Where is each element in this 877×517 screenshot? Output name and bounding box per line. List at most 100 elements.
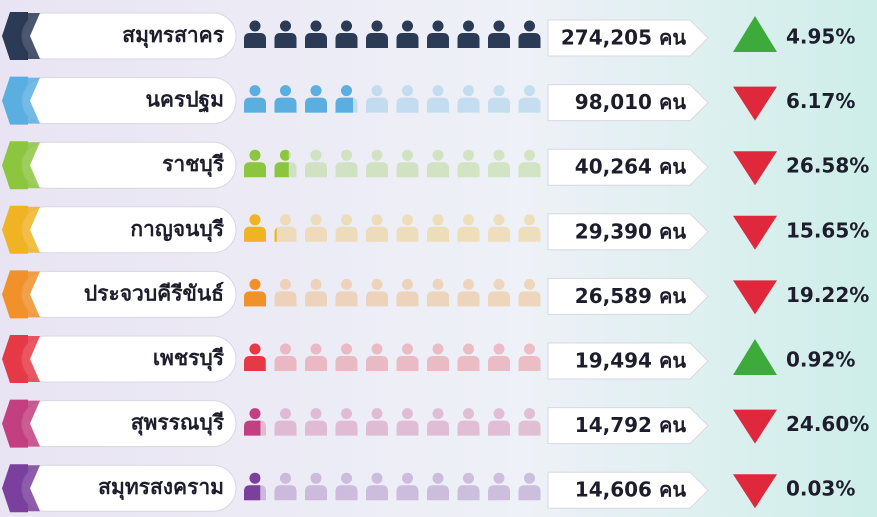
icon-head — [310, 472, 322, 484]
icon-head — [524, 214, 535, 226]
icon-head — [280, 85, 291, 97]
province-name: สุพรรณบุรี — [131, 411, 225, 437]
icon-head — [463, 149, 474, 161]
icon-body — [396, 97, 419, 113]
icon-head — [524, 149, 535, 161]
arrow-up — [733, 339, 777, 375]
row-tab-inner — [16, 465, 40, 512]
icon-head — [341, 343, 352, 355]
icon-body — [427, 356, 449, 371]
arrow-down — [733, 151, 777, 186]
icon-body — [396, 33, 419, 48]
icon-head — [371, 472, 383, 484]
value-pill — [547, 213, 709, 251]
icon-head — [493, 85, 505, 97]
icon-head — [371, 214, 383, 226]
icon-head — [310, 85, 322, 97]
row-tab-inner — [16, 206, 40, 253]
icon-body — [366, 97, 388, 113]
icon-head — [402, 20, 413, 32]
province-name: นครปฐม — [146, 88, 224, 114]
icon-head — [249, 408, 261, 420]
icon-body — [427, 97, 449, 113]
icon-head — [341, 472, 352, 484]
arrow-down — [733, 215, 777, 250]
icon-fill — [244, 149, 289, 178]
icon-body — [335, 33, 358, 48]
icon-fill — [244, 85, 354, 113]
icon-body — [244, 356, 266, 371]
icon-body — [244, 33, 266, 48]
icon-body — [457, 420, 480, 436]
icon-body — [274, 33, 297, 48]
icon-body — [427, 291, 449, 307]
icon-head — [341, 20, 352, 32]
change-label: 15.65% — [786, 218, 869, 242]
icon-body — [335, 97, 354, 113]
icon-head — [524, 408, 535, 420]
icon-body — [396, 226, 419, 242]
value-pill — [547, 84, 709, 122]
arrow-down — [733, 280, 777, 315]
icon-head — [341, 408, 352, 420]
value-pill — [547, 148, 709, 186]
province-name: สมุทรสงคราม — [98, 475, 224, 501]
icon-head — [402, 278, 413, 290]
icon-head — [432, 472, 444, 484]
icon-body — [274, 97, 297, 113]
icon-body — [457, 33, 480, 48]
change-label: 24.60% — [786, 412, 869, 436]
icon-body — [305, 226, 327, 242]
icon-body — [274, 485, 297, 501]
icon-head — [463, 472, 474, 484]
icon-body — [518, 226, 541, 242]
icon-body — [335, 485, 358, 501]
icon-head — [524, 278, 535, 290]
icon-head — [249, 472, 261, 484]
icon-body — [488, 485, 510, 501]
icon-fill — [244, 214, 277, 242]
icon-body — [274, 420, 297, 436]
icon-head — [493, 408, 505, 420]
row-tab-inner — [16, 142, 40, 189]
icon-body — [335, 226, 358, 242]
icon-head — [371, 20, 383, 32]
province-name: กาญจนบุรี — [130, 217, 224, 243]
icon-body — [518, 420, 541, 436]
icon-head — [280, 408, 291, 420]
icon-head — [310, 408, 322, 420]
icon-body — [518, 33, 541, 48]
icon-body — [488, 291, 510, 307]
icon-head — [432, 149, 444, 161]
icon-head — [341, 214, 352, 226]
icon-body — [457, 356, 480, 371]
value-label: 19,494 คน — [575, 349, 687, 373]
province-name: สมุทรสาคร — [122, 23, 224, 49]
icon-fill — [244, 408, 261, 436]
icon-body — [305, 356, 327, 371]
change-label: 6.17% — [786, 89, 855, 113]
icon-head — [463, 20, 474, 32]
value-label: 29,390 คน — [575, 219, 687, 243]
icon-body — [457, 162, 480, 178]
icon-head — [310, 149, 322, 161]
arrow-down — [733, 409, 777, 444]
icon-body — [366, 162, 388, 178]
icon-head — [402, 408, 413, 420]
icon-body — [335, 291, 358, 307]
icon-body — [488, 356, 510, 371]
change-label: 0.03% — [786, 477, 855, 501]
icon-head — [249, 149, 261, 161]
icon-head — [493, 214, 505, 226]
value-label: 14,606 คน — [575, 478, 687, 502]
icon-head — [249, 278, 261, 290]
icon-head — [249, 20, 261, 32]
icon-head — [402, 149, 413, 161]
icon-head — [249, 214, 261, 226]
arrow-down — [733, 474, 777, 509]
icon-body — [274, 227, 277, 242]
icon-body — [335, 356, 358, 371]
icon-head — [524, 20, 535, 32]
icon-body — [244, 97, 266, 113]
